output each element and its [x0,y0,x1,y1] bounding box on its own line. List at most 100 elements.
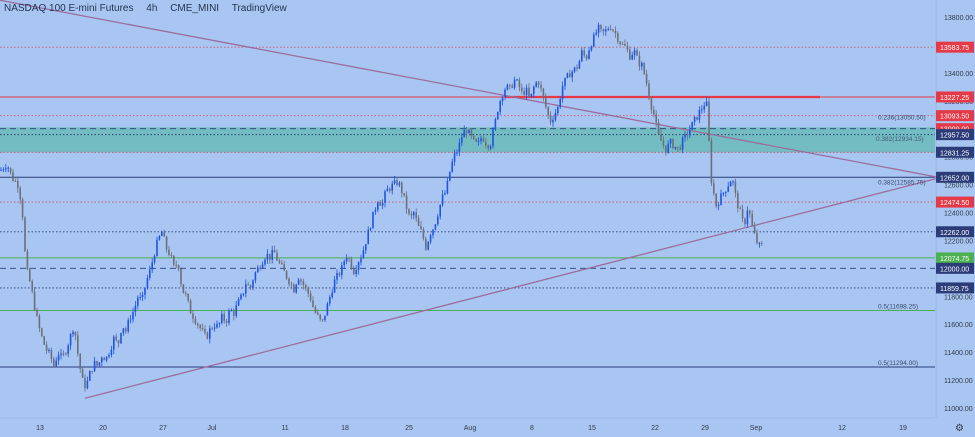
candle-body [679,147,681,150]
candle-body [422,229,425,239]
candle-body [665,145,667,153]
candle-body [497,111,499,120]
price-badge [936,129,974,141]
candle-body [631,55,633,60]
candle-body [362,250,365,259]
candle-body [141,294,144,297]
candle-body [14,180,17,182]
candle-body [585,55,588,60]
candle-body [285,270,288,279]
candle-body [501,96,504,101]
candle-body [307,287,309,294]
candle-body [122,328,125,333]
candle-body [144,287,146,295]
candle-body [237,299,240,306]
candle-body [149,269,151,278]
candle-body [729,181,732,187]
candle-body [593,34,595,47]
candle-body [645,73,648,84]
candle-body [559,98,561,108]
candle-body [281,262,283,265]
candle-body [547,107,549,115]
candle-body [741,209,744,219]
chart-header: NASDAQ 100 E-mini Futures 4h CME_MINI Tr… [4,3,297,14]
price-tick-label: 12200.00 [944,238,973,245]
interval-label[interactable]: 4h [146,3,158,14]
candle-body [276,252,278,261]
candle-body [139,296,141,298]
candle-body [329,297,331,304]
candle-body [120,332,122,344]
candle-body [309,293,312,301]
candle-body [314,307,317,313]
candle-body [53,358,55,366]
candle-body [84,377,86,389]
price-tick-label: 11200.00 [944,378,973,385]
candle-body [638,55,641,67]
candle-body [600,24,602,29]
price-badge [936,146,974,158]
candle-body [494,119,497,130]
candle-body [511,85,513,88]
candle-body [408,209,410,214]
candle-body [393,180,396,184]
price-badge-label: 12957.50 [940,133,969,140]
time-tick-label: 27 [159,425,167,432]
candle-body [554,113,557,120]
candle-body [86,380,89,389]
price-badge [936,110,974,122]
price-tick-label: 12600.00 [944,183,973,190]
candle-body [249,285,252,288]
candle-body [581,50,583,62]
settings-icon[interactable]: ⚙ [955,423,964,434]
candle-body [38,315,41,329]
candle-body [343,261,345,266]
price-badge [936,196,974,208]
symbol-name[interactable]: NASDAQ 100 E-mini Futures [4,3,134,14]
candle-body [242,293,245,295]
candle-body [77,335,79,354]
candle-body [225,320,228,323]
candle-body [7,167,9,169]
candle-body [98,362,101,366]
candle-body [324,315,326,320]
fib-zone [0,127,935,153]
price-badge-label: 11859.75 [940,286,969,293]
candle-body [355,269,357,275]
time-tick-label: 11 [281,425,288,432]
candle-body [45,344,48,351]
candle-body [597,24,600,33]
price-badge-label: 12831.25 [940,150,969,157]
candle-body [710,140,713,184]
candle-body [240,294,242,300]
candle-body [451,161,453,172]
candle-body [372,211,374,229]
candle-body [509,84,511,86]
candle-body [417,218,420,226]
candle-body [720,193,722,206]
candle-body [177,265,180,270]
candle-body [81,369,84,378]
candle-body [386,188,389,192]
candle-body [506,84,509,90]
candle-body [530,93,533,97]
candle-body [381,202,384,206]
candle-body [348,258,350,260]
candle-body [338,273,341,276]
candle-body [117,340,120,344]
candle-body [487,145,489,149]
candle-body [187,293,189,301]
candle-body [115,336,117,341]
fib-label: 0.5(11294.00) [878,360,918,367]
candle-body [753,225,756,234]
price-tick-label: 12400.00 [944,210,973,217]
candle-body [12,172,14,181]
price-badge-label: 13583.75 [940,45,969,52]
candle-body [485,141,487,146]
candle-body [206,332,209,339]
candle-body [96,360,98,366]
candle-body [686,134,689,136]
candle-body [444,193,446,195]
